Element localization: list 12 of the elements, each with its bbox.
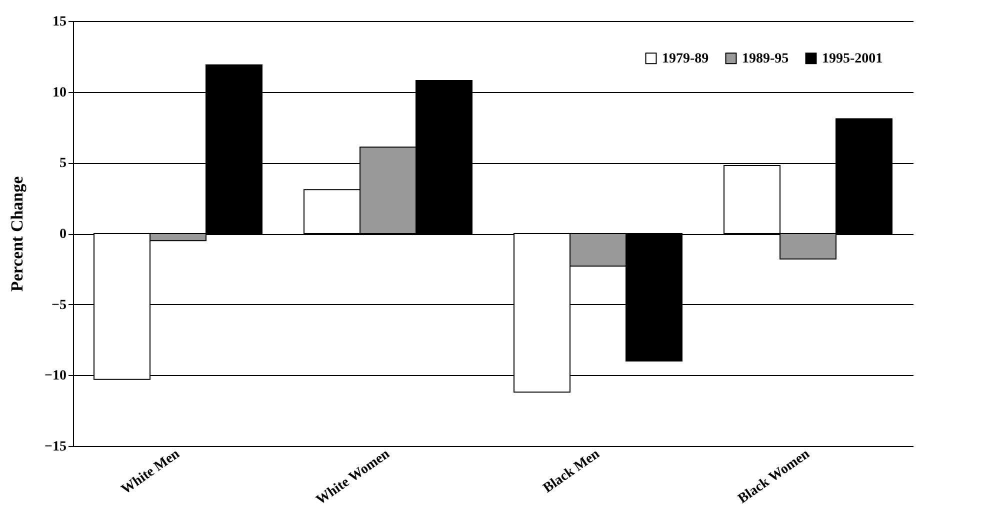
- y-tick-label: 0: [60, 227, 66, 242]
- legend-label: 1979-89: [662, 51, 709, 66]
- y-tick-label: 10: [52, 85, 66, 100]
- y-tick-label: 5: [60, 156, 66, 172]
- x-tick-label: White Men: [118, 446, 183, 498]
- y-tick-label: 15: [52, 14, 66, 30]
- legend-label: 1989-95: [742, 51, 789, 66]
- y-tick-label: −5: [52, 298, 66, 313]
- legend-label: 1995-2001: [822, 51, 883, 66]
- y-tick-label: −15: [44, 440, 66, 454]
- y-axis-title: Percent Change: [8, 176, 27, 292]
- y-tick-label: −10: [44, 368, 66, 384]
